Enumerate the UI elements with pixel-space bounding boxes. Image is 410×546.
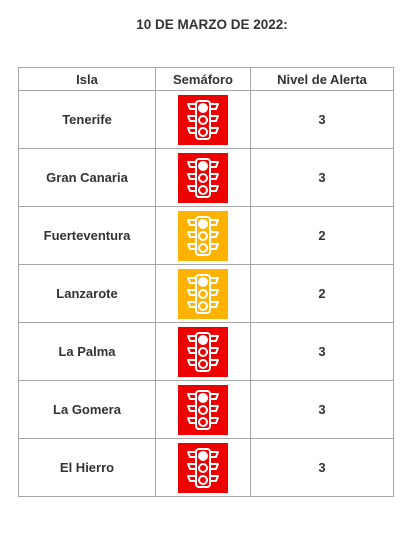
- island-name: Lanzarote: [18, 264, 156, 323]
- alert-level: 3: [250, 438, 394, 497]
- semaforo-cell: [155, 322, 251, 381]
- traffic-light-icon: [178, 210, 228, 261]
- semaforo-cell: [155, 264, 251, 323]
- island-name: Fuerteventura: [18, 206, 156, 265]
- semaforo-cell: [155, 438, 251, 497]
- traffic-light-icon: [178, 94, 228, 145]
- table-row: La Palma 3: [18, 322, 394, 381]
- column-header-semaforo: Semáforo: [155, 67, 251, 91]
- island-name: Gran Canaria: [18, 148, 156, 207]
- island-name: El Hierro: [18, 438, 156, 497]
- alert-level: 3: [250, 90, 394, 149]
- island-name: La Gomera: [18, 380, 156, 439]
- traffic-light-icon: [178, 442, 228, 493]
- traffic-light-icon: [178, 384, 228, 435]
- alert-level: 3: [250, 148, 394, 207]
- column-header-isla: Isla: [18, 67, 156, 91]
- semaforo-cell: [155, 206, 251, 265]
- alert-level: 2: [250, 206, 394, 265]
- table-header-row: Isla Semáforo Nivel de Alerta: [18, 67, 394, 91]
- table-row: Lanzarote 2: [18, 264, 394, 323]
- alert-level: 3: [250, 380, 394, 439]
- alert-level: 3: [250, 322, 394, 381]
- semaforo-cell: [155, 380, 251, 439]
- page-title: 10 DE MARZO DE 2022:: [136, 17, 288, 32]
- table-row: Tenerife 3: [18, 90, 394, 149]
- table-row: La Gomera 3: [18, 380, 394, 439]
- table-row: Fuerteventura 2: [18, 206, 394, 265]
- traffic-light-icon: [178, 268, 228, 319]
- semaforo-cell: [155, 90, 251, 149]
- island-name: La Palma: [18, 322, 156, 381]
- table-row: Gran Canaria 3: [18, 148, 394, 207]
- alert-levels-table: Isla Semáforo Nivel de Alerta Tenerife 3…: [18, 67, 394, 497]
- semaforo-cell: [155, 148, 251, 207]
- alert-level: 2: [250, 264, 394, 323]
- column-header-nivel: Nivel de Alerta: [250, 67, 394, 91]
- table-row: El Hierro 3: [18, 438, 394, 497]
- traffic-light-icon: [178, 326, 228, 377]
- island-name: Tenerife: [18, 90, 156, 149]
- traffic-light-icon: [178, 152, 228, 203]
